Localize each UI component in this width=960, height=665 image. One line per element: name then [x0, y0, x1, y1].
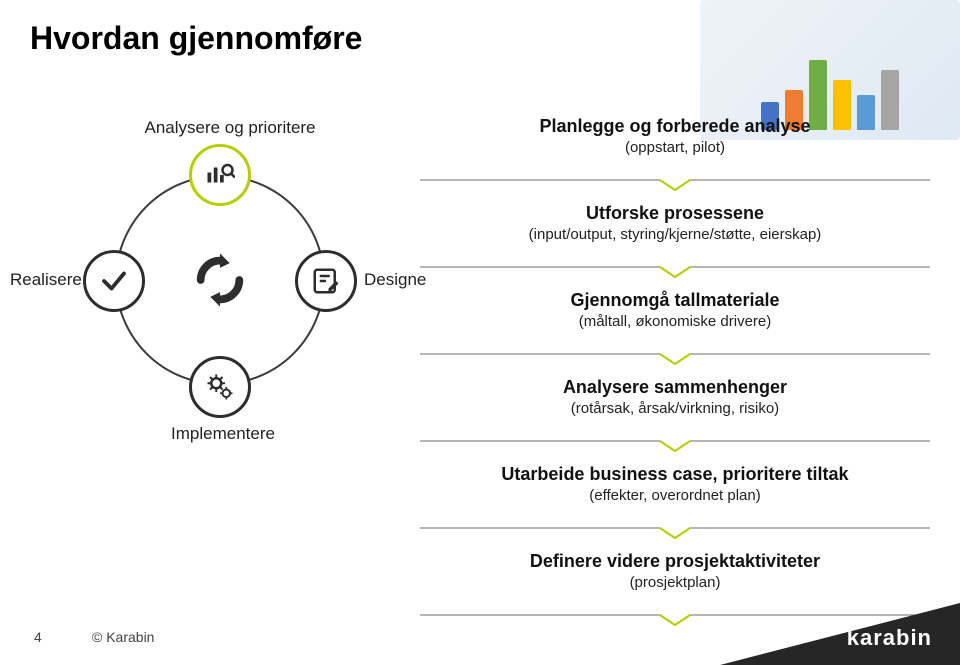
- slide: Hvordan gjennomføre Analysere og priorit…: [0, 0, 960, 665]
- cycle-label-realise: Realisere: [10, 270, 80, 290]
- step-title: Gjennomgå tallmateriale: [430, 290, 920, 311]
- step-item: Definere videre prosjektaktiviteter (pro…: [420, 545, 930, 609]
- bar-search-icon: [205, 160, 235, 190]
- check-icon: [99, 266, 129, 296]
- step-item: Utforske prosessene (input/output, styri…: [420, 197, 930, 261]
- step-item: Utarbeide business case, prioritere tilt…: [420, 458, 930, 522]
- step-divider-icon: [420, 265, 930, 279]
- step-divider-icon: [420, 178, 930, 192]
- cycle-label-design: Designe: [364, 270, 426, 290]
- step-sub: (input/output, styring/kjerne/støtte, ei…: [430, 226, 920, 243]
- step-divider-icon: [420, 439, 930, 453]
- step-item: Analysere sammenhenger (rotårsak, årsak/…: [420, 371, 930, 435]
- cycle-label-analyze: Analysere og prioritere: [130, 118, 330, 138]
- brand-logo: karabin: [847, 625, 932, 651]
- step-divider-icon: [420, 352, 930, 366]
- page-title: Hvordan gjennomføre: [30, 20, 362, 57]
- step-sub: (oppstart, pilot): [430, 139, 920, 156]
- step-divider-icon: [420, 526, 930, 540]
- gears-icon: [205, 372, 235, 402]
- step-title: Definere videre prosjektaktiviteter: [430, 551, 920, 572]
- step-title: Utarbeide business case, prioritere tilt…: [430, 464, 920, 485]
- step-sub: (prosjektplan): [430, 574, 920, 591]
- step-sub: (måltall, økonomiske drivere): [430, 313, 920, 330]
- copyright-text: © Karabin: [92, 629, 154, 645]
- step-sub: (effekter, overordnet plan): [430, 487, 920, 504]
- edit-document-icon: [311, 266, 341, 296]
- step-title: Planlegge og forberede analyse: [430, 116, 920, 137]
- step-sub: (rotårsak, årsak/virkning, risiko): [430, 400, 920, 417]
- steps-list: Planlegge og forberede analyse (oppstart…: [420, 110, 930, 632]
- process-cycle-diagram: Analysere og prioritere Designe Implemen…: [20, 120, 400, 540]
- cycle-label-implement: Implementere: [168, 424, 278, 444]
- cycle-node-design: [295, 250, 357, 312]
- page-number: 4: [34, 629, 42, 645]
- step-title: Utforske prosessene: [430, 203, 920, 224]
- cycle-node-realise: [83, 250, 145, 312]
- step-item: Gjennomgå tallmateriale (måltall, økonom…: [420, 284, 930, 348]
- cycle-node-analyze: [189, 144, 251, 206]
- cycle-center-sync-icon: [191, 251, 249, 309]
- cycle-node-implement: [189, 356, 251, 418]
- slide-footer: 4 © Karabin karabin: [0, 603, 960, 665]
- step-title: Analysere sammenhenger: [430, 377, 920, 398]
- step-item: Planlegge og forberede analyse (oppstart…: [420, 110, 930, 174]
